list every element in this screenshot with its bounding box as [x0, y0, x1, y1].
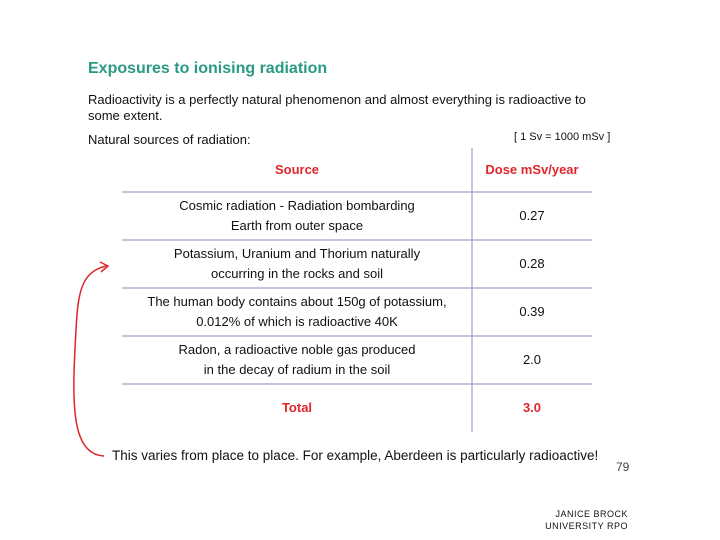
- unit-note: [ 1 Sv = 1000 mSv ]: [514, 131, 611, 143]
- source-cell: The human body contains about 150g of po…: [147, 294, 447, 309]
- source-cell: Potassium, Uranium and Thorium naturally: [173, 246, 421, 261]
- grid: [122, 148, 592, 432]
- header-cell: Source: [274, 162, 320, 177]
- note: This varies from place to place. For exa…: [112, 448, 599, 463]
- total-label: Total: [281, 400, 313, 415]
- title: Exposures to ionising radiation: [88, 60, 328, 77]
- intro-line: Radioactivity is a perfectly natural phe…: [88, 92, 586, 107]
- source-cell: in the decay of radium in the soil: [203, 362, 391, 377]
- intro-line: some extent.: [88, 108, 163, 123]
- source-cell: Radon, a radioactive noble gas produced: [178, 342, 416, 357]
- source-cell: Earth from outer space: [230, 218, 364, 233]
- arrow-head: [99, 261, 110, 273]
- dose-cell: 0.27: [519, 208, 545, 223]
- header-cell: Dose mSv/year: [485, 162, 579, 177]
- footer-line: UNIVERSITY RPO: [545, 521, 628, 531]
- page-number: 79: [616, 460, 630, 474]
- dose-cell: 0.39: [519, 304, 545, 319]
- arrow: [73, 265, 107, 457]
- dose-cell: 2.0: [522, 352, 542, 367]
- subheading: Natural sources of radiation:: [88, 132, 251, 147]
- source-cell: occurring in the rocks and soil: [211, 266, 383, 281]
- total-dose: 3.0: [522, 400, 542, 415]
- source-cell: 0.012% of which is radioactive 40K: [196, 314, 398, 329]
- footer-line: JANICE BROCK: [555, 509, 628, 519]
- source-cell: Cosmic radiation - Radiation bombarding: [179, 198, 415, 213]
- dose-cell: 0.28: [519, 256, 545, 271]
